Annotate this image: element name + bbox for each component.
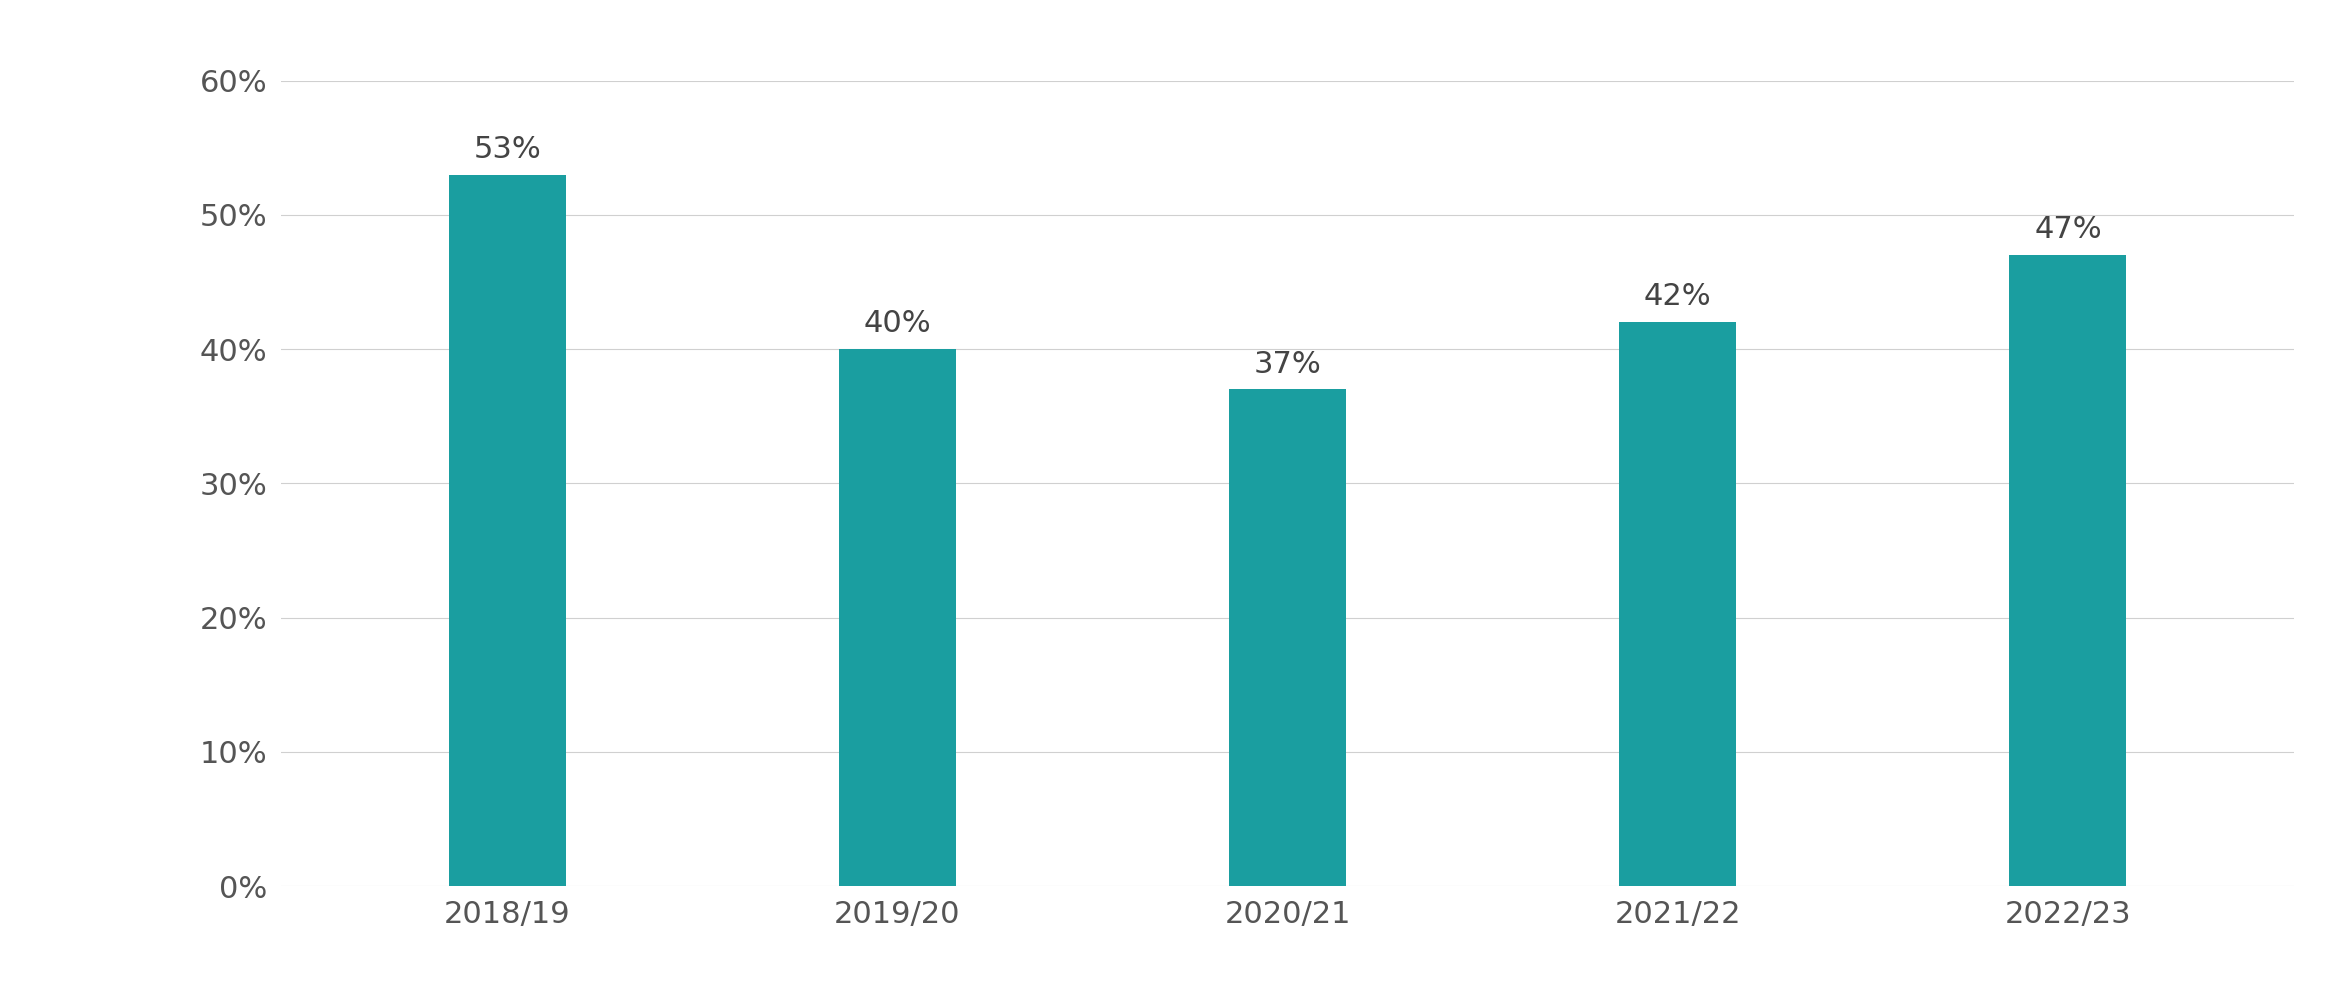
Text: 42%: 42% [1643, 283, 1711, 311]
Text: 37%: 37% [1255, 349, 1320, 379]
Bar [838, 349, 955, 886]
Text: 53%: 53% [473, 135, 541, 164]
Bar [2009, 255, 2126, 886]
Text: 47%: 47% [2034, 215, 2102, 245]
Bar [449, 174, 567, 886]
Bar [1229, 390, 1346, 886]
Bar [1620, 322, 1737, 886]
Text: 40%: 40% [864, 309, 932, 338]
